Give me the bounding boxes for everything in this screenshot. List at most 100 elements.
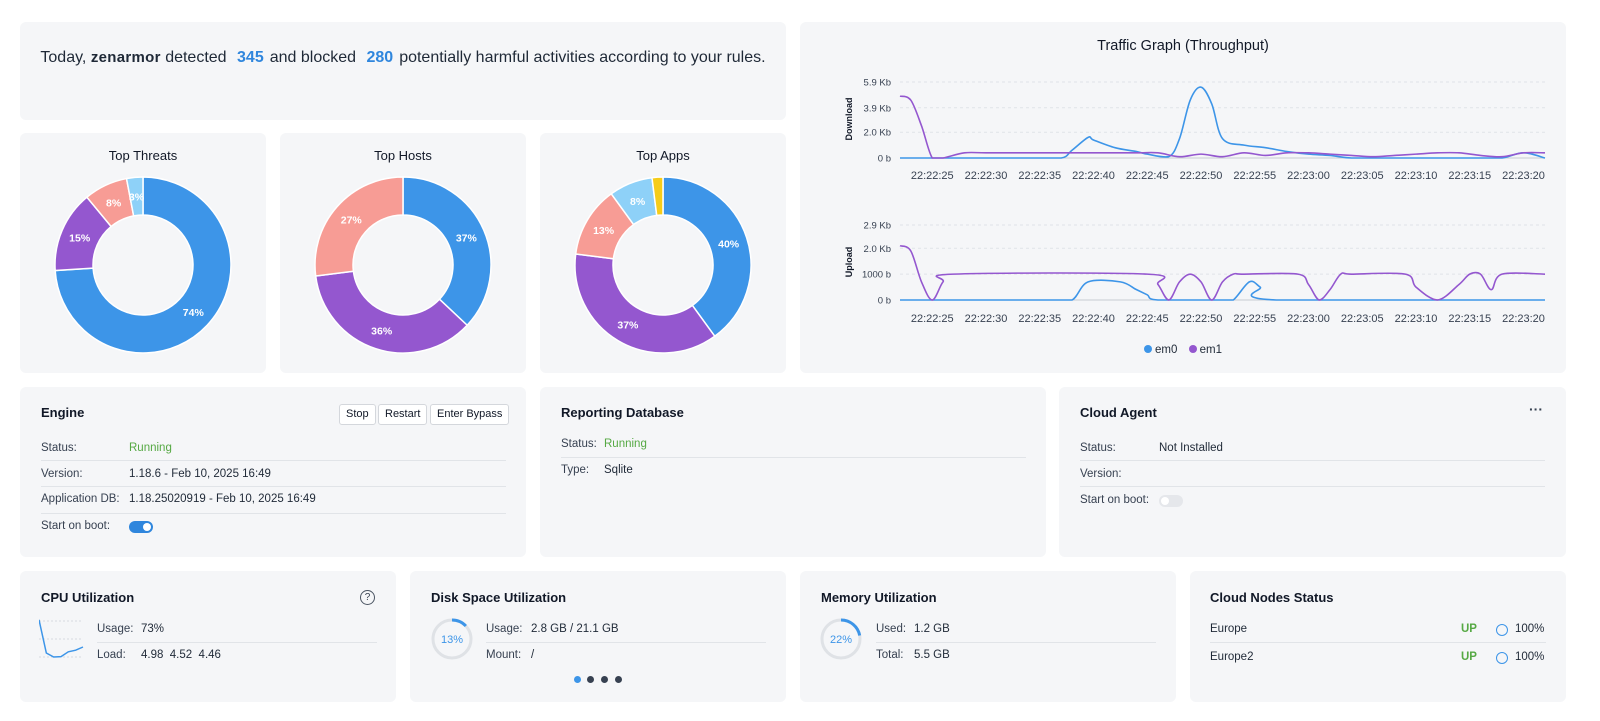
donut-slice[interactable] [314, 176, 404, 277]
engine-version-value: 1.18.6 - Feb 10, 2025 16:49 [129, 468, 271, 480]
donut-slice[interactable] [574, 253, 716, 354]
cloud-agent-start-on-boot-toggle[interactable] [1159, 495, 1183, 507]
y-tick-label: 3.9 Kb [864, 103, 891, 114]
donut-slice-label: 13% [593, 225, 615, 237]
donut-slice[interactable] [314, 270, 469, 354]
donut-slice[interactable] [402, 176, 492, 327]
pager-dot-4[interactable] [615, 676, 622, 683]
cloud-node-state: UP [1461, 623, 1477, 635]
restart-button[interactable]: Restart [378, 404, 428, 425]
zenarmor-logo: zenarmor [90, 49, 161, 66]
detected-count[interactable]: 345 [237, 49, 264, 66]
engine-card: Engine Stop Restart Enter Bypass Status:… [20, 387, 526, 557]
donut-slice-label: 74% [183, 307, 205, 319]
pager-dot-1[interactable] [574, 676, 581, 683]
memory-total-value: 5.5 GB [914, 649, 950, 661]
cloud-agent-status-value: Not Installed [1159, 442, 1223, 454]
donut-slice-label: 37% [617, 319, 639, 331]
divider [97, 642, 377, 643]
top-threats-title: Top Threats [108, 148, 178, 163]
summary-blocked-label: and blocked [269, 49, 357, 66]
memory-used-value: 1.2 GB [914, 623, 950, 635]
legend-em1[interactable]: em1 [1199, 344, 1222, 356]
cpu-utilization-card: CPU Utilization ? Usage: 73% Load: 4.98 … [20, 571, 396, 702]
disk-usage-value: 2.8 GB / 21.1 GB [531, 623, 619, 635]
x-tick-label: 22:22:40 [1072, 170, 1115, 182]
top-apps-donut[interactable]: 40% 37% 13% 8% [540, 133, 786, 373]
x-tick-label: 22:23:00 [1287, 170, 1330, 182]
pager-dot-2[interactable] [587, 676, 594, 683]
summary-prefix: Today, [40, 49, 87, 66]
node-status-circle-icon [1496, 624, 1508, 636]
donut-slice-label: 8% [106, 198, 122, 210]
series-line-em1[interactable] [899, 95, 1546, 159]
cpu-sparkline-line [39, 619, 84, 658]
pager-dot-3[interactable] [601, 676, 608, 683]
application-db-label: Application DB: [41, 493, 120, 505]
cloud-agent-status-label: Status: [1080, 442, 1116, 454]
traffic-graph[interactable]: Download Upload 5.9 Kb 3.9 Kb 2.0 Kb 0 b 22:… [800, 22, 1566, 373]
cloud-node-state: UP [1461, 651, 1477, 663]
reporting-status-value: Running [604, 438, 647, 450]
x-tick-label: 22:22:50 [1180, 170, 1223, 182]
node-status-circle-icon [1496, 652, 1508, 664]
reporting-database-title: Reporting Database [561, 405, 684, 420]
x-tick-label: 22:22:45 [1126, 313, 1169, 325]
help-icon[interactable]: ? [360, 590, 375, 605]
top-hosts-donut[interactable]: 37% 36% 27% [280, 133, 526, 373]
cpu-load-value: 4.98 4.52 4.46 [141, 649, 221, 661]
cloud-node-percent: 100% [1515, 623, 1545, 635]
enter-bypass-button[interactable]: Enter Bypass [430, 404, 510, 425]
series-line-em0[interactable] [900, 86, 1546, 159]
x-tick-label: 22:23:15 [1448, 313, 1491, 325]
y-tick-label: 1000 b [862, 270, 891, 281]
legend-em1-swatch [1188, 345, 1197, 353]
disk-usage-ring: 13% [431, 618, 473, 660]
donut-slice[interactable] [662, 176, 752, 338]
divider [41, 460, 506, 461]
donut-slice[interactable] [651, 176, 664, 217]
divider [41, 486, 506, 487]
legend-em0[interactable]: em0 [1155, 344, 1178, 356]
y-tick-label: 0 b [878, 296, 891, 307]
divider [876, 642, 1156, 643]
blocked-count[interactable]: 280 [366, 49, 394, 66]
series-line-em0[interactable] [900, 279, 1545, 301]
donut-slice-label: 3% [129, 191, 145, 203]
donut-slice-label: 27% [341, 214, 363, 226]
x-tick-label: 22:22:40 [1072, 313, 1115, 325]
cpu-sparkline [39, 619, 84, 658]
reporting-type-label: Type: [561, 464, 590, 476]
disk-space-title: Disk Space Utilization [431, 590, 567, 605]
divider [1080, 486, 1545, 487]
cloud-nodes-title: Cloud Nodes Status [1210, 590, 1334, 605]
engine-start-on-boot-toggle[interactable] [129, 521, 153, 533]
donut-slice[interactable] [125, 176, 144, 217]
donut-slice-label: 40% [718, 239, 740, 251]
divider [486, 642, 766, 643]
disk-usage-label: Usage: [486, 623, 523, 635]
engine-title: Engine [41, 405, 85, 420]
stop-button[interactable]: Stop [339, 404, 376, 425]
traffic-legend: em0 em1 [800, 344, 1566, 356]
y-tick-label: 2.0 Kb [864, 128, 891, 139]
divider [1080, 460, 1545, 461]
reporting-type-value: Sqlite [604, 464, 633, 476]
donut-slice-label: 8% [630, 196, 646, 208]
disk-mount-value: / [531, 649, 535, 661]
series-line-em1[interactable] [899, 244, 1546, 301]
top-threats-donut[interactable]: 74% 15% 8% 3% [20, 133, 266, 373]
cloud-node-name: Europe [1210, 623, 1248, 635]
donut-slice[interactable] [54, 176, 232, 354]
memory-utilization-card: Memory Utilization 22% Used: 1.2 GB Tota… [800, 571, 1176, 702]
x-tick-label: 22:23:00 [1287, 313, 1330, 325]
donut-slice-label: 36% [371, 326, 393, 338]
legend-em0-swatch [1144, 345, 1153, 353]
x-tick-label: 22:22:25 [911, 313, 954, 325]
x-tick-label: 22:22:55 [1233, 170, 1276, 182]
cpu-utilization-title: CPU Utilization [41, 590, 135, 605]
traffic-graph-title: Traffic Graph (Throughput) [1097, 38, 1269, 54]
more-menu-icon[interactable]: ··· [1529, 401, 1543, 417]
x-tick-label: 22:23:10 [1395, 313, 1438, 325]
x-tick-label: 22:23:20 [1502, 313, 1545, 325]
